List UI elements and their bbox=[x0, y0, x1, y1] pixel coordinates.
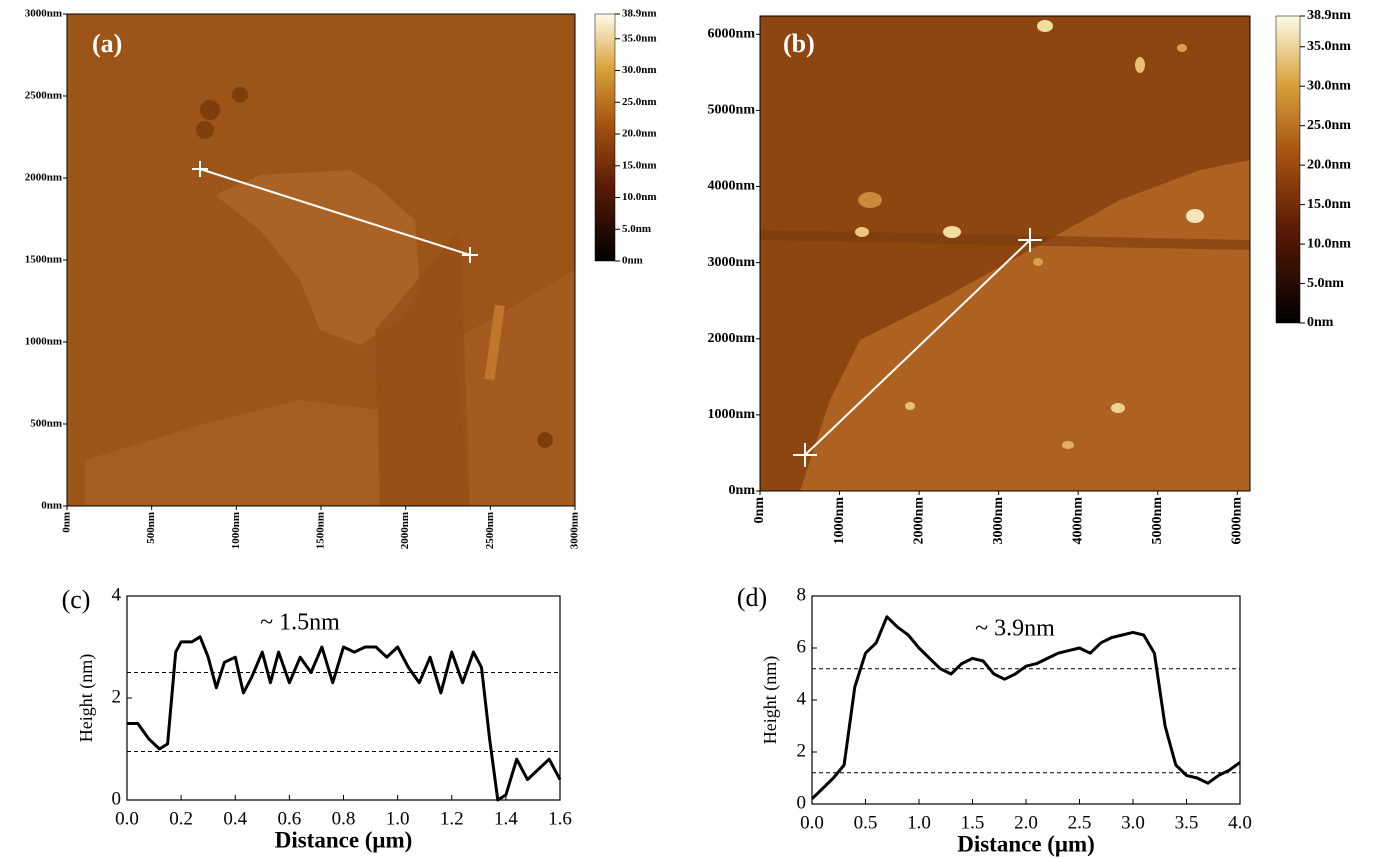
x-tick-label: 4.0 bbox=[1228, 812, 1252, 833]
x-tick-label: 1.0 bbox=[386, 808, 410, 829]
colorbar-tick-label: 25.0nm bbox=[1307, 118, 1351, 133]
x-tick-label: 2500nm bbox=[484, 512, 496, 549]
y-tick-label: 0 bbox=[112, 788, 122, 809]
y-tick-label: 3000nm bbox=[25, 8, 62, 20]
y-tick-label: 2000nm bbox=[25, 172, 62, 184]
x-tick-label: 3000nm bbox=[991, 497, 1006, 545]
x-tick-label: 2.0 bbox=[1014, 812, 1038, 833]
colorbar-tick-label: 0nm bbox=[622, 255, 643, 267]
y-tick-label: 4 bbox=[112, 584, 122, 605]
colorbar-tick-label: 38.9nm bbox=[1307, 8, 1351, 23]
x-tick-label: 0.2 bbox=[169, 808, 193, 829]
x-tick-label: 1.5 bbox=[961, 812, 985, 833]
x-axis-label: Distance (μm) bbox=[275, 827, 413, 852]
colorbar-tick-label: 38.9nm bbox=[622, 8, 657, 20]
x-tick-label: 0.0 bbox=[800, 812, 824, 833]
x-tick-label: 0.4 bbox=[223, 808, 247, 829]
x-tick-label: 3.0 bbox=[1121, 812, 1145, 833]
afm-image-a bbox=[67, 14, 575, 506]
colorbar-tick-label: 10.0nm bbox=[622, 191, 657, 203]
panel-label: (a) bbox=[92, 29, 122, 58]
x-tick-label: 2.5 bbox=[1068, 812, 1092, 833]
x-tick-label: 6000nm bbox=[1229, 497, 1244, 545]
x-tick-label: 3.5 bbox=[1175, 812, 1199, 833]
colorbar-tick-label: 0nm bbox=[1307, 315, 1334, 330]
y-tick-label: 3000nm bbox=[708, 255, 756, 270]
x-tick-label: 5000nm bbox=[1150, 497, 1165, 545]
colorbar-tick-label: 15.0nm bbox=[1307, 197, 1351, 212]
afm-image-b bbox=[760, 16, 1250, 491]
x-tick-label: 500nm bbox=[145, 512, 157, 544]
y-tick-label: 2000nm bbox=[708, 331, 756, 346]
x-tick-label: 2000nm bbox=[399, 512, 411, 549]
x-tick-label: 4000nm bbox=[1070, 497, 1085, 545]
colorbar-tick-label: 20.0nm bbox=[622, 128, 657, 140]
colorbar-tick-label: 5.0nm bbox=[1307, 276, 1344, 291]
y-tick-label: 6 bbox=[797, 636, 807, 657]
x-tick-label: 3000nm bbox=[569, 512, 581, 549]
x-tick-label: 1.6 bbox=[548, 808, 572, 829]
colorbar-tick-label: 20.0nm bbox=[1307, 157, 1351, 172]
y-tick-label: 4000nm bbox=[708, 179, 756, 194]
x-tick-label: 0.6 bbox=[278, 808, 302, 829]
colorbar-tick-label: 25.0nm bbox=[622, 96, 657, 108]
panel-label: (d) bbox=[737, 583, 767, 612]
y-tick-label: 0 bbox=[797, 792, 807, 813]
panel-label: (b) bbox=[783, 29, 815, 58]
colorbar-tick-label: 30.0nm bbox=[1307, 78, 1351, 93]
y-tick-label: 0nm bbox=[729, 483, 756, 498]
y-tick-label: 2500nm bbox=[25, 90, 62, 102]
annotation: ~ 3.9nm bbox=[975, 616, 1055, 642]
annotation: ~ 1.5nm bbox=[260, 610, 340, 636]
x-tick-label: 1.0 bbox=[907, 812, 931, 833]
y-tick-label: 4 bbox=[797, 688, 807, 709]
y-tick-label: 8 bbox=[797, 584, 807, 605]
x-tick-label: 1.4 bbox=[494, 808, 518, 829]
y-tick-label: 0nm bbox=[41, 500, 62, 512]
image-frame bbox=[759, 15, 1251, 492]
x-tick-label: 0nm bbox=[752, 497, 767, 524]
x-tick-label: 0.5 bbox=[854, 812, 878, 833]
y-tick-label: 1500nm bbox=[25, 254, 62, 266]
colorbar bbox=[1275, 15, 1301, 324]
x-tick-label: 0.0 bbox=[115, 808, 139, 829]
colorbar-tick-label: 35.0nm bbox=[622, 32, 657, 44]
x-tick-label: 2000nm bbox=[911, 497, 926, 545]
colorbar-tick-label: 15.0nm bbox=[622, 159, 657, 171]
y-axis-label: Height (nm) bbox=[76, 654, 97, 742]
y-tick-label: 2 bbox=[797, 740, 807, 761]
y-tick-label: 5000nm bbox=[708, 103, 756, 118]
panel-label: (c) bbox=[62, 585, 91, 614]
x-tick-label: 1.2 bbox=[440, 808, 464, 829]
y-axis-label: Height (nm) bbox=[760, 656, 781, 744]
profile-line bbox=[127, 635, 562, 802]
y-tick-label: 500nm bbox=[30, 418, 62, 430]
y-tick-label: 1000nm bbox=[25, 336, 62, 348]
profile-line bbox=[810, 615, 1241, 800]
colorbar bbox=[594, 13, 616, 262]
y-tick-label: 6000nm bbox=[708, 26, 756, 41]
y-tick-label: 1000nm bbox=[708, 407, 756, 422]
colorbar-tick-label: 35.0nm bbox=[1307, 39, 1351, 54]
colorbar-tick-label: 5.0nm bbox=[622, 223, 651, 235]
x-tick-label: 1000nm bbox=[832, 497, 847, 545]
colorbar-tick-label: 30.0nm bbox=[622, 64, 657, 76]
x-tick-label: 1500nm bbox=[315, 512, 327, 549]
y-tick-label: 2 bbox=[112, 686, 122, 707]
x-axis-label: Distance (μm) bbox=[957, 831, 1095, 856]
x-tick-label: 0.8 bbox=[332, 808, 356, 829]
x-tick-label: 1000nm bbox=[230, 512, 242, 549]
colorbar-tick-label: 10.0nm bbox=[1307, 236, 1351, 251]
x-tick-label: 0nm bbox=[61, 512, 73, 533]
